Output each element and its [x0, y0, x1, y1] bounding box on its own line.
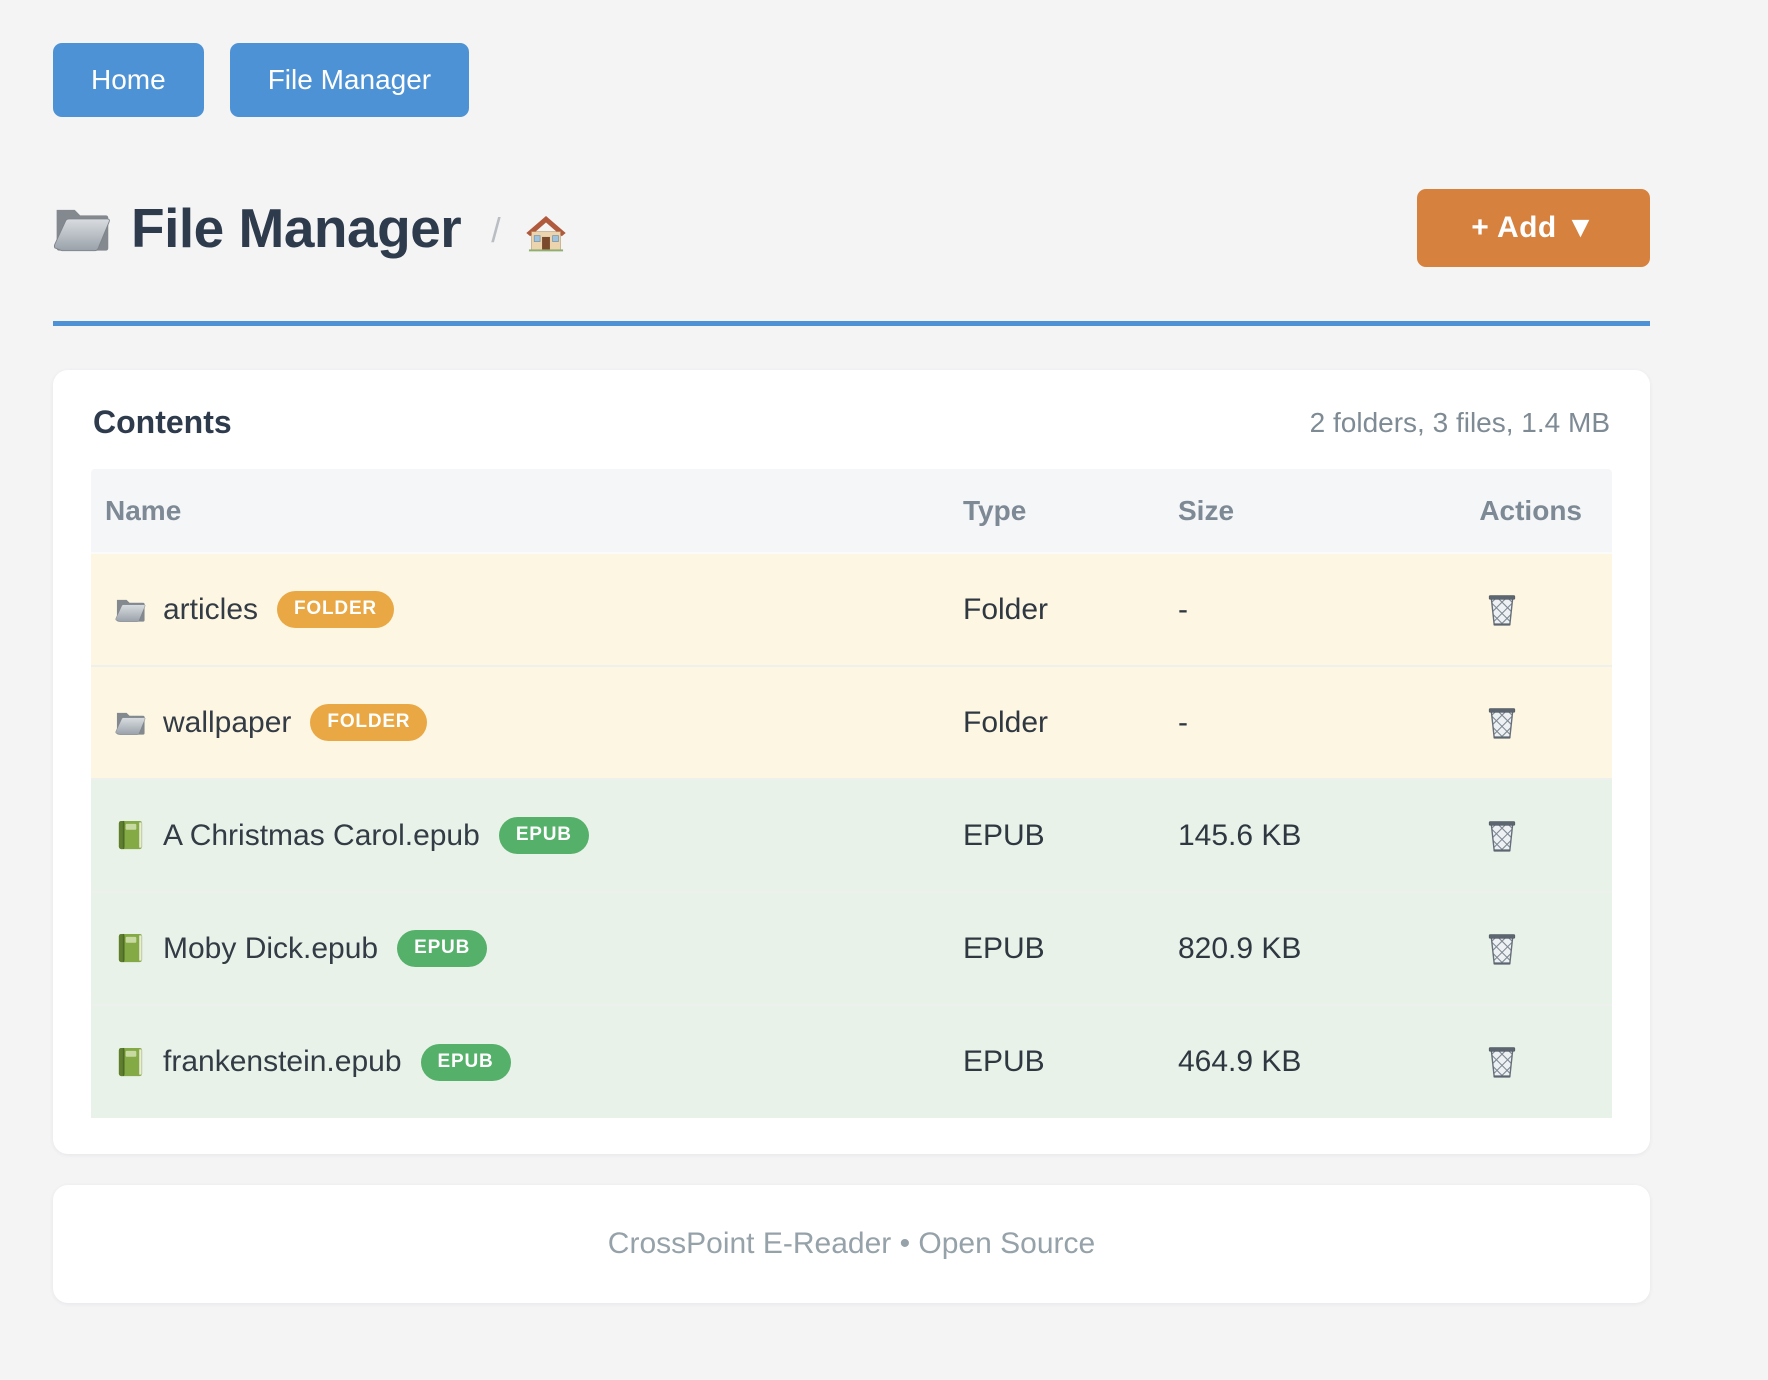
- file-type-badge: EPUB: [397, 930, 488, 967]
- file-name-link[interactable]: Moby Dick.epub: [163, 931, 379, 965]
- footer: CrossPoint E-Reader • Open Source: [53, 1185, 1650, 1303]
- page-header: File Manager / + Add ▼: [53, 189, 1650, 267]
- book-icon: [115, 820, 146, 851]
- file-name-link[interactable]: articles: [163, 592, 259, 626]
- trash-icon: [1484, 704, 1520, 742]
- add-button[interactable]: + Add ▼: [1417, 189, 1650, 267]
- folder-icon: [115, 707, 146, 738]
- trash-icon: [1484, 930, 1520, 968]
- column-header-actions: Actions: [1463, 469, 1612, 553]
- file-manager-button[interactable]: File Manager: [229, 43, 470, 117]
- footer-text: CrossPoint E-Reader • Open Source: [607, 1227, 1096, 1260]
- book-icon: [115, 933, 146, 964]
- header-divider: [53, 321, 1650, 326]
- file-size-cell: 820.9 KB: [1178, 931, 1302, 965]
- file-type-badge: FOLDER: [277, 591, 394, 628]
- book-icon: [115, 1047, 146, 1078]
- file-size-cell: 145.6 KB: [1178, 818, 1302, 852]
- file-type-cell: EPUB: [963, 931, 1045, 965]
- delete-button[interactable]: [1484, 1043, 1520, 1081]
- contents-card: Contents 2 folders, 3 files, 1.4 MB Name…: [53, 370, 1650, 1154]
- trash-icon: [1484, 591, 1520, 629]
- home-breadcrumb-icon[interactable]: [525, 213, 567, 253]
- trash-icon: [1484, 817, 1520, 855]
- title-group: File Manager /: [53, 196, 567, 260]
- table-row: Moby Dick.epub EPUB EPUB 820.9 KB: [91, 892, 1612, 1005]
- file-table: Name Type Size Actions articles FOLDER F…: [91, 469, 1612, 1118]
- breadcrumb-separator: /: [491, 211, 501, 250]
- delete-button[interactable]: [1484, 930, 1520, 968]
- file-type-cell: EPUB: [963, 1045, 1045, 1078]
- top-nav: Home File Manager: [53, 43, 1650, 117]
- file-type-cell: Folder: [963, 705, 1049, 739]
- file-size-cell: 464.9 KB: [1178, 1045, 1302, 1078]
- table-row: A Christmas Carol.epub EPUB EPUB 145.6 K…: [91, 779, 1612, 892]
- delete-button[interactable]: [1484, 704, 1520, 742]
- file-type-badge: EPUB: [498, 817, 589, 854]
- file-type-badge: EPUB: [420, 1043, 511, 1081]
- delete-button[interactable]: [1484, 817, 1520, 855]
- file-name-link[interactable]: A Christmas Carol.epub: [163, 818, 480, 852]
- column-header-size: Size: [1178, 469, 1463, 553]
- folder-icon: [115, 594, 146, 625]
- file-name-link[interactable]: wallpaper: [163, 705, 292, 739]
- folder-icon: [53, 202, 111, 254]
- table-row: wallpaper FOLDER Folder -: [91, 666, 1612, 779]
- file-size-cell: -: [1178, 705, 1188, 739]
- column-header-name: Name: [91, 469, 963, 553]
- file-name-link[interactable]: frankenstein.epub: [163, 1045, 402, 1078]
- page-title: File Manager: [131, 197, 462, 259]
- delete-button[interactable]: [1484, 591, 1520, 629]
- contents-summary: 2 folders, 3 files, 1.4 MB: [1309, 406, 1610, 438]
- column-header-type: Type: [963, 469, 1178, 553]
- home-button[interactable]: Home: [53, 43, 204, 117]
- file-size-cell: -: [1178, 592, 1188, 626]
- table-row: articles FOLDER Folder -: [91, 553, 1612, 666]
- table-header-row: Name Type Size Actions: [91, 469, 1612, 553]
- trash-icon: [1484, 1043, 1520, 1081]
- file-type-cell: EPUB: [963, 818, 1045, 852]
- file-type-cell: Folder: [963, 592, 1049, 626]
- table-row: frankenstein.epub EPUB EPUB 464.9 KB: [91, 1005, 1612, 1118]
- file-type-badge: FOLDER: [310, 704, 428, 741]
- contents-title: Contents: [93, 404, 232, 440]
